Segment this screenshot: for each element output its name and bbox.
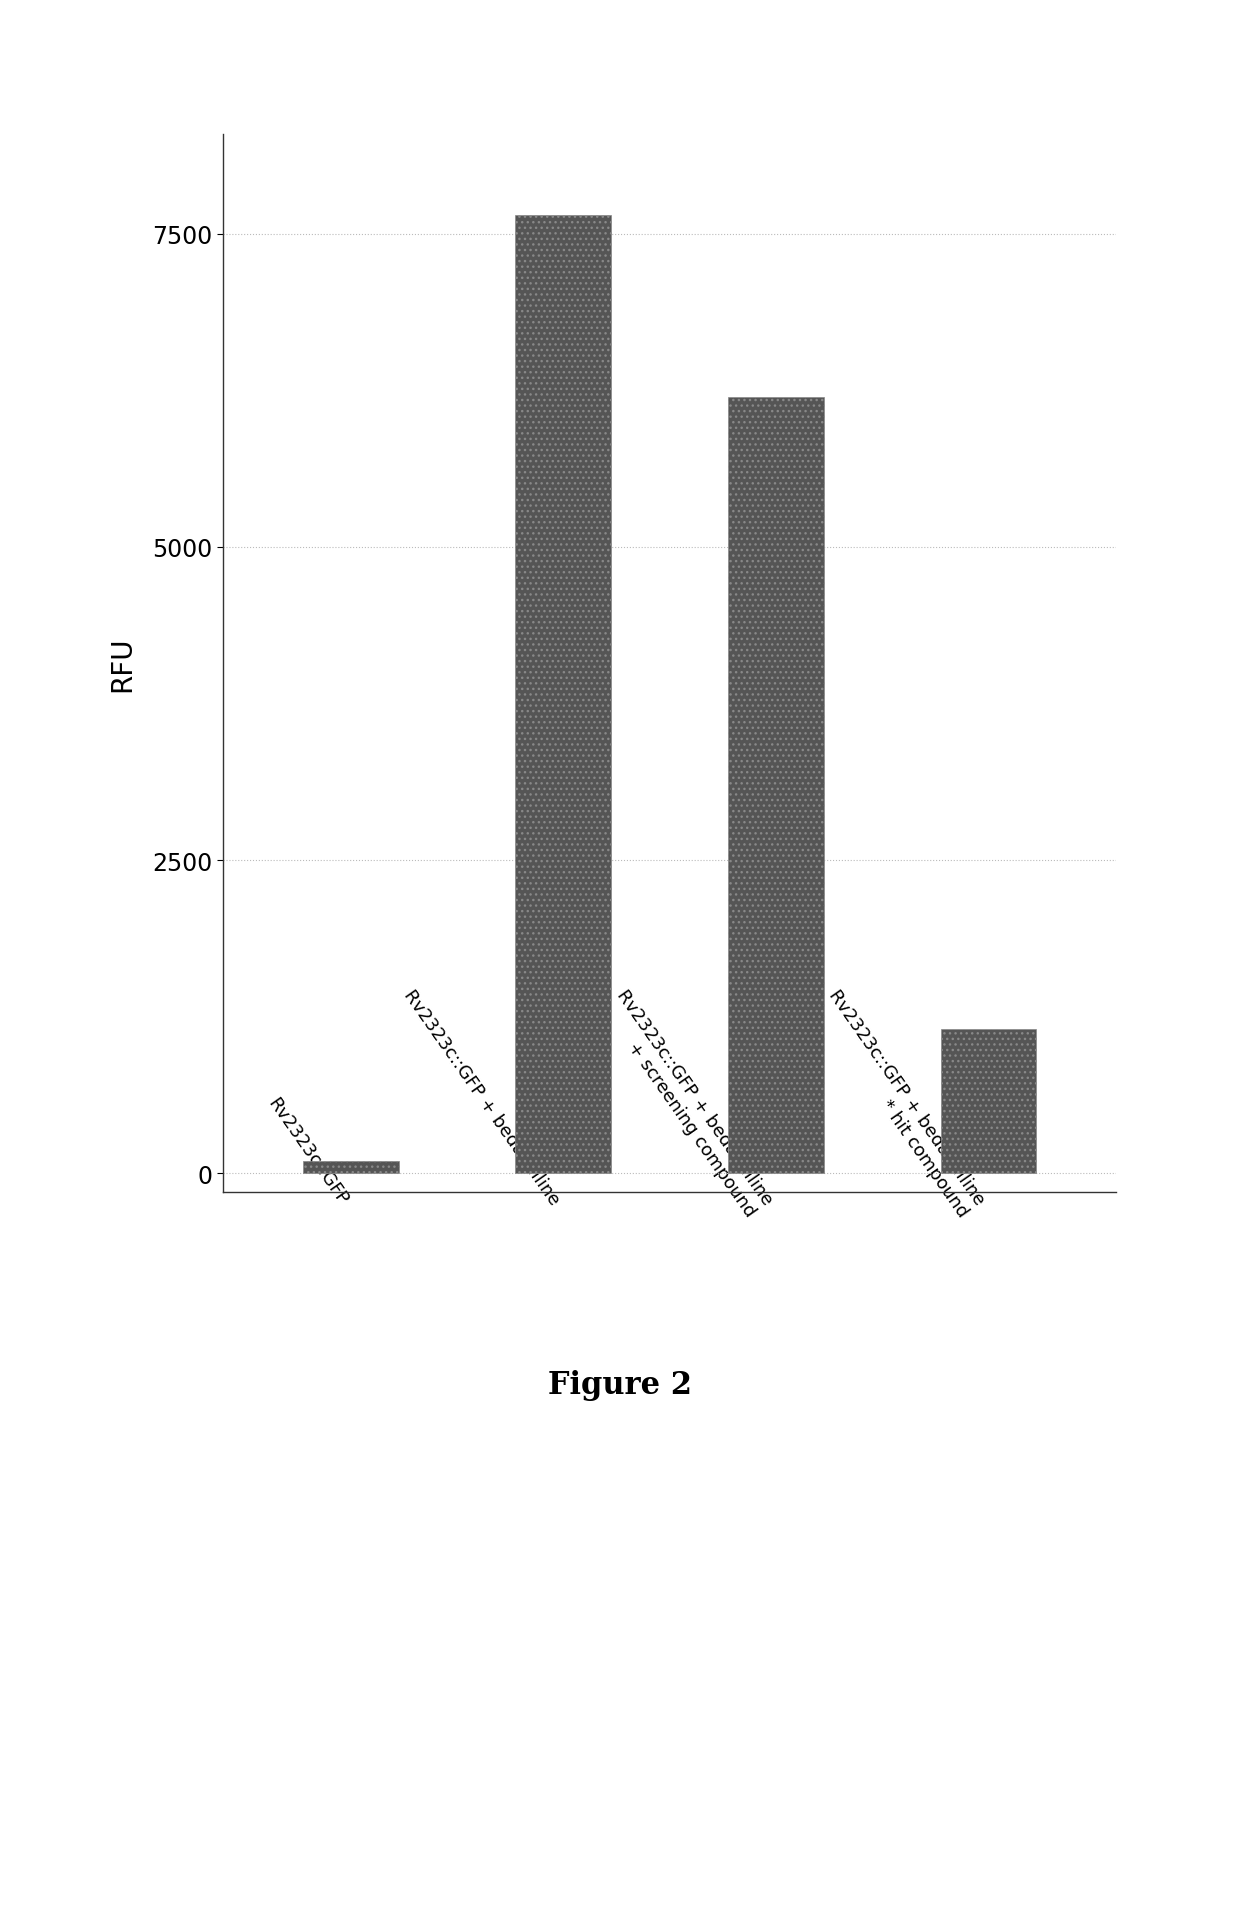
Bar xyxy=(941,1029,1037,1173)
Y-axis label: RFU: RFU xyxy=(108,637,136,690)
Bar xyxy=(516,215,611,1173)
Text: Figure 2: Figure 2 xyxy=(548,1369,692,1400)
Bar xyxy=(303,1161,398,1173)
Bar xyxy=(728,398,823,1173)
